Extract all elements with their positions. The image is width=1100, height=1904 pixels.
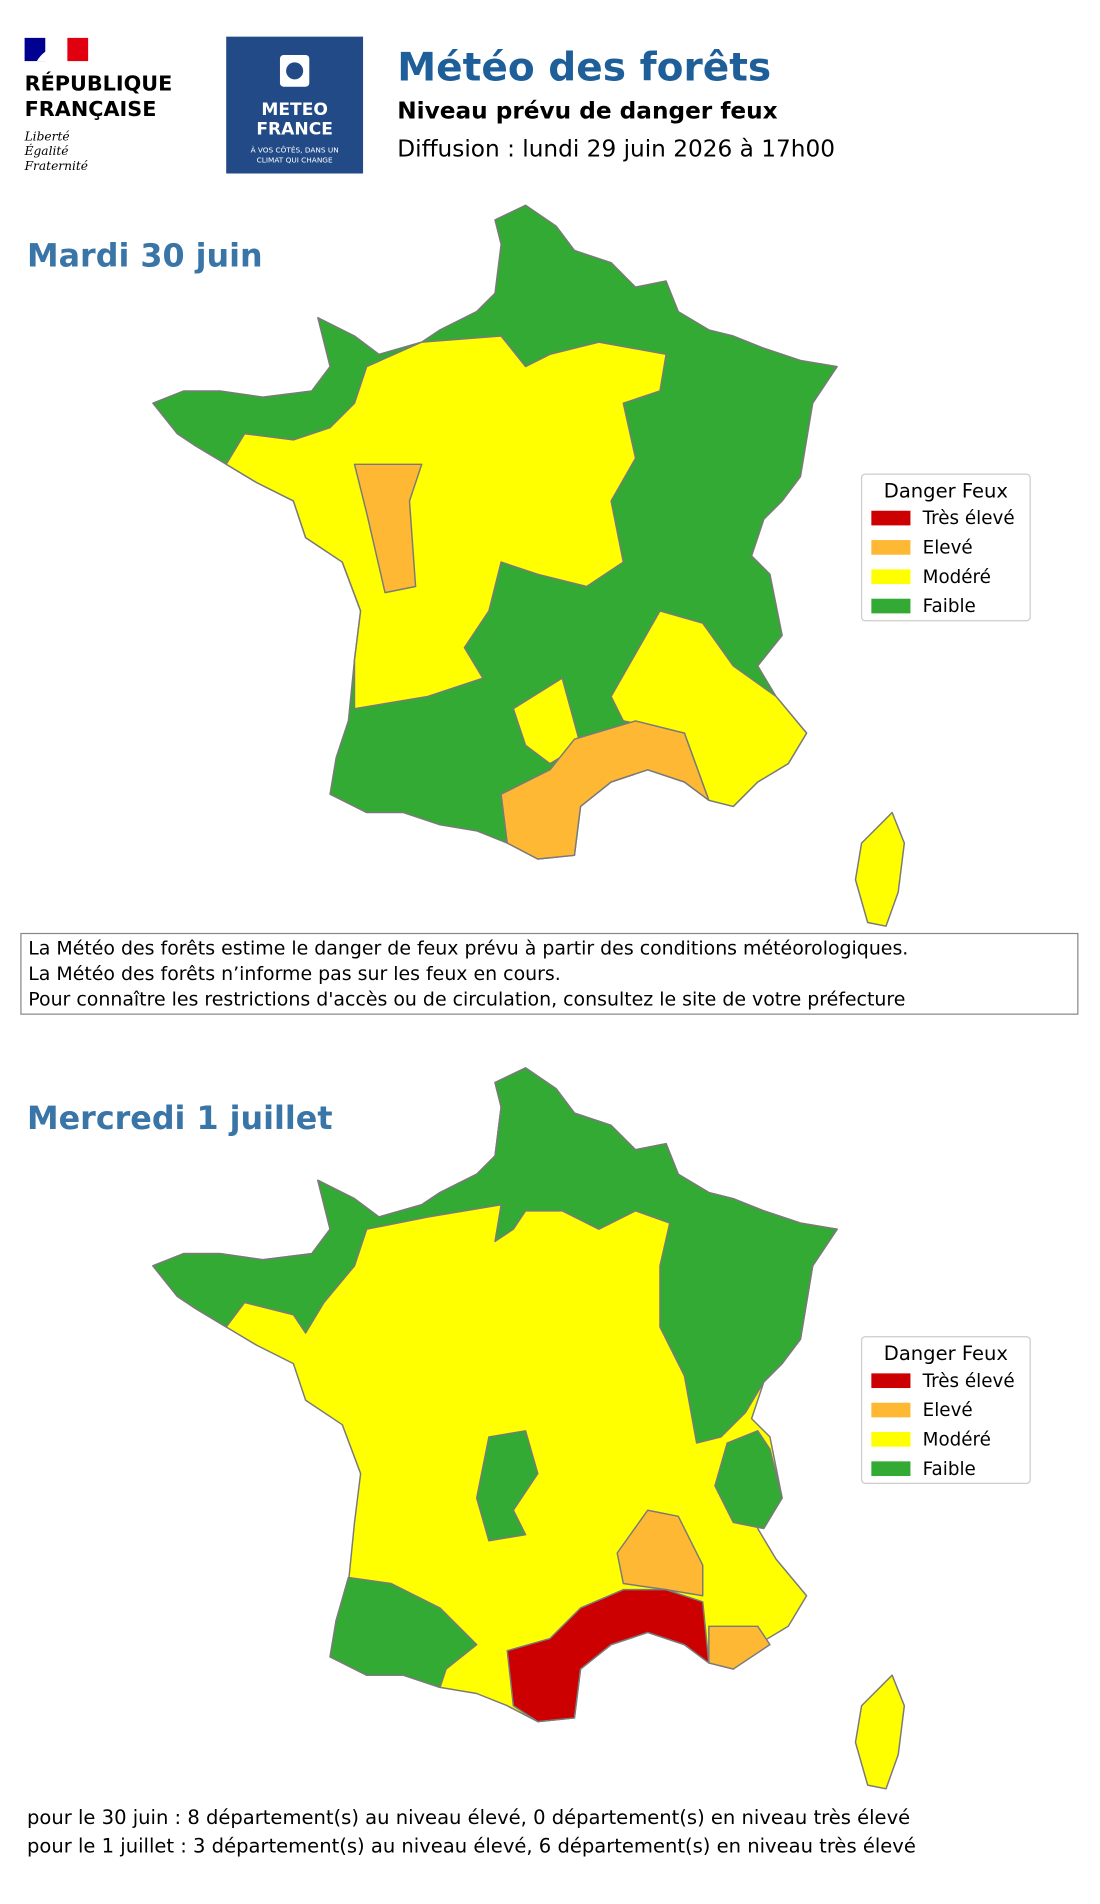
logo-tagline: À VOS CÔTÉS, DANS UN	[251, 146, 339, 155]
logo-text: METEO	[261, 100, 328, 120]
legend-swatch	[871, 540, 911, 555]
legend-label: Très élevé	[922, 1371, 1015, 1392]
legend-swatch	[871, 569, 911, 585]
footer-line: pour le 30 juin : 8 département(s) au ni…	[27, 1806, 910, 1829]
department-area	[353, 463, 423, 594]
legend-swatch	[871, 598, 911, 614]
legend-swatch	[871, 1432, 911, 1447]
logo-tagline: CLIMAT QUI CHANGE	[257, 156, 333, 165]
motto: Égalité	[24, 143, 69, 158]
motto: Fraternité	[24, 159, 88, 173]
notice-box: La Météo des forêts estime le danger de …	[20, 932, 1079, 1015]
republique-line: RÉPUBLIQUE	[25, 70, 173, 95]
notice-line: Pour connaître les restrictions d'accès …	[28, 989, 905, 1011]
footer-line: pour le 1 juillet : 3 département(s) au …	[27, 1834, 916, 1857]
notice-line: La Météo des forêts n’informe pas sur le…	[28, 963, 561, 985]
department-area	[854, 1674, 906, 1790]
title: Météo des forêts	[397, 46, 771, 91]
department-area	[329, 1576, 478, 1689]
department-area	[854, 811, 906, 927]
legend-label: Elevé	[923, 538, 973, 559]
legend: Danger Feux Très élevé Elevé Modéré Faible	[860, 1336, 1031, 1484]
legend-title: Danger Feux	[884, 1342, 1008, 1365]
meteo-france-logo: METEO FRANCE À VOS CÔTÉS, DANS UN CLIMAT…	[226, 36, 364, 174]
department-area	[708, 1625, 771, 1670]
legend-label: Faible	[923, 1459, 976, 1480]
department-area	[616, 1509, 704, 1597]
day-title: Mardi 30 juin	[27, 238, 263, 274]
france-map	[152, 204, 906, 927]
logo-text: FRANCE	[256, 119, 333, 139]
republique-logo: RÉPUBLIQUE FRANÇAISE Liberté Égalité Fra…	[24, 37, 173, 173]
department-area	[475, 1430, 539, 1542]
legend-swatch	[871, 1373, 911, 1389]
france-map	[152, 1067, 906, 1790]
legend-label: Modéré	[923, 567, 991, 588]
legend-swatch	[871, 1402, 911, 1418]
legend-title: Danger Feux	[884, 479, 1008, 502]
department-area	[506, 1588, 710, 1723]
day-title: Mercredi 1 juillet	[27, 1101, 332, 1137]
subtitle: Niveau prévu de danger feux	[397, 98, 777, 125]
notice-line: La Météo des forêts estime le danger de …	[28, 937, 908, 959]
motto: Liberté	[24, 130, 70, 144]
legend-swatch	[871, 510, 911, 526]
day-panel: Mardi 30 juin Danger Feux Très élevé Elevé…	[27, 204, 1031, 927]
department-area	[610, 610, 808, 808]
legend-label: Elevé	[923, 1400, 973, 1421]
department-area	[714, 1430, 783, 1530]
legend-label: Très élevé	[922, 508, 1015, 529]
legend-label: Faible	[923, 596, 976, 617]
day-panel: Mercredi 1 juillet Danger Feux Très élevé…	[27, 1067, 1031, 1790]
department-area	[225, 335, 667, 710]
department-area	[152, 1067, 838, 1444]
legend: Danger Feux Très élevé Elevé Modéré Faible	[860, 473, 1031, 622]
republique-line: FRANÇAISE	[25, 97, 157, 121]
department-area	[500, 720, 710, 860]
legend-swatch	[871, 1461, 911, 1477]
diffusion: Diffusion : lundi 29 juin 2026 à 17h00	[397, 135, 835, 162]
legend-label: Modéré	[923, 1429, 991, 1450]
